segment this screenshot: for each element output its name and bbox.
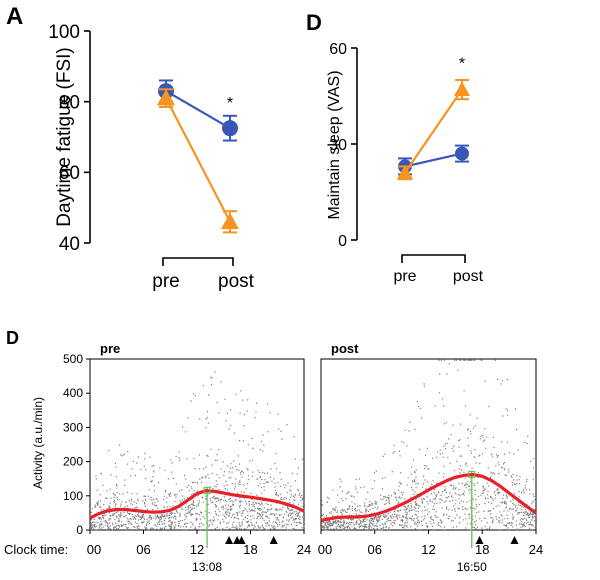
activity-pre-event-marker bbox=[269, 536, 278, 544]
activity-pre-peak-marker bbox=[203, 487, 211, 495]
fatigue-point-circle bbox=[222, 120, 238, 137]
activity-pre-x-tick-label: 24 bbox=[297, 542, 311, 557]
maintain-sleep-significance-asterisk: * bbox=[459, 56, 465, 73]
maintain-sleep-series-line bbox=[404, 88, 463, 174]
activity-pre-frame bbox=[89, 358, 305, 531]
activity-chart: Activity (a.u./min) Clock time: 0 100 200 3… bbox=[4, 341, 543, 574]
activity-pre-event-marker bbox=[237, 536, 246, 544]
activity-post-x-tick-label: 00 bbox=[318, 542, 332, 557]
activity-post-title: post bbox=[331, 341, 359, 356]
activity-pre-peak-time-label: 13:08 bbox=[192, 560, 222, 574]
panel-letter-d-top: D bbox=[306, 10, 322, 35]
fatigue-category-bracket bbox=[162, 257, 234, 266]
activity-post-peak-marker bbox=[468, 471, 476, 479]
activity-post-event-marker bbox=[475, 536, 484, 544]
activity-y-tick-label: 300 bbox=[63, 420, 83, 434]
maintain-sleep-category-bracket bbox=[401, 254, 466, 263]
fatigue-y-tick-label: 100 bbox=[48, 22, 80, 43]
maintain-sleep-x-tick-label: post bbox=[453, 268, 484, 285]
activity-post-x-tick-label: 12 bbox=[421, 542, 435, 557]
fatigue-point-triangle bbox=[157, 89, 175, 106]
fatigue-y-tick-label: 60 bbox=[59, 163, 80, 184]
activity-post-peak-time-label: 16:50 bbox=[457, 560, 487, 574]
activity-pre-fit-curve bbox=[89, 489, 305, 520]
maintain-sleep-series-line bbox=[404, 152, 463, 168]
panel-letter-a: A bbox=[6, 3, 23, 30]
maintain-sleep-y-label: Maintain sleep (VAS) bbox=[326, 70, 343, 219]
activity-pre-x-tick-label: 06 bbox=[136, 542, 150, 557]
activity-y-tick-label: 0 bbox=[76, 523, 83, 537]
clock-time-label: Clock time: bbox=[4, 542, 68, 557]
activity-post-x-tick-label: 18 bbox=[475, 542, 489, 557]
maintain-sleep-x-tick-label: pre bbox=[393, 268, 416, 285]
activity-pre-activity-points bbox=[90, 371, 305, 532]
activity-y-tick-label: 500 bbox=[63, 352, 83, 366]
fatigue-y-tick-label: 80 bbox=[59, 93, 80, 114]
activity-pre-x-tick-label: 00 bbox=[87, 542, 101, 557]
activity-post-fit-curve bbox=[320, 473, 537, 522]
panel-letter-d-bottom: D bbox=[6, 328, 19, 348]
fatigue-chart: Daytime fatigue (FSI) 40 60 80 100 pre post * bbox=[48, 22, 254, 292]
activity-post-x-tick-label: 24 bbox=[529, 542, 543, 557]
maintain-sleep-chart: Maintain sleep (VAS) 0 30 60 pre post * bbox=[326, 41, 484, 285]
maintain-sleep-point-triangle bbox=[397, 164, 413, 180]
fatigue-series-line bbox=[165, 90, 231, 130]
fatigue-x-tick-label: pre bbox=[152, 271, 179, 292]
activity-pre-title: pre bbox=[100, 341, 120, 356]
activity-post-event-marker bbox=[510, 536, 519, 544]
fatigue-y-label: Daytime fatigue (FSI) bbox=[54, 47, 75, 227]
activity-pre-x-tick-label: 12 bbox=[190, 542, 204, 557]
fatigue-y-tick-label: 40 bbox=[59, 234, 80, 255]
fatigue-series-line bbox=[165, 97, 231, 223]
maintain-sleep-point-circle bbox=[455, 146, 469, 161]
fatigue-x-tick-label: post bbox=[218, 271, 255, 292]
activity-post-x-tick-label: 06 bbox=[368, 542, 382, 557]
activity-y-label: Activity (a.u./min) bbox=[31, 397, 45, 489]
maintain-sleep-point-triangle bbox=[454, 81, 470, 96]
activity-pre-event-marker bbox=[225, 536, 234, 544]
activity-y-tick-label: 400 bbox=[63, 386, 83, 400]
maintain-sleep-y-tick-label: 0 bbox=[338, 233, 347, 250]
activity-y-tick-label: 200 bbox=[63, 455, 83, 469]
activity-pre-x-tick-label: 18 bbox=[243, 542, 257, 557]
maintain-sleep-y-tick-label: 30 bbox=[329, 137, 347, 154]
fatigue-point-triangle bbox=[221, 212, 239, 229]
activity-y-tick-label: 100 bbox=[63, 489, 83, 503]
fatigue-significance-asterisk: * bbox=[227, 95, 233, 112]
maintain-sleep-y-tick-label: 60 bbox=[329, 41, 347, 58]
activity-post-activity-points bbox=[321, 359, 538, 532]
